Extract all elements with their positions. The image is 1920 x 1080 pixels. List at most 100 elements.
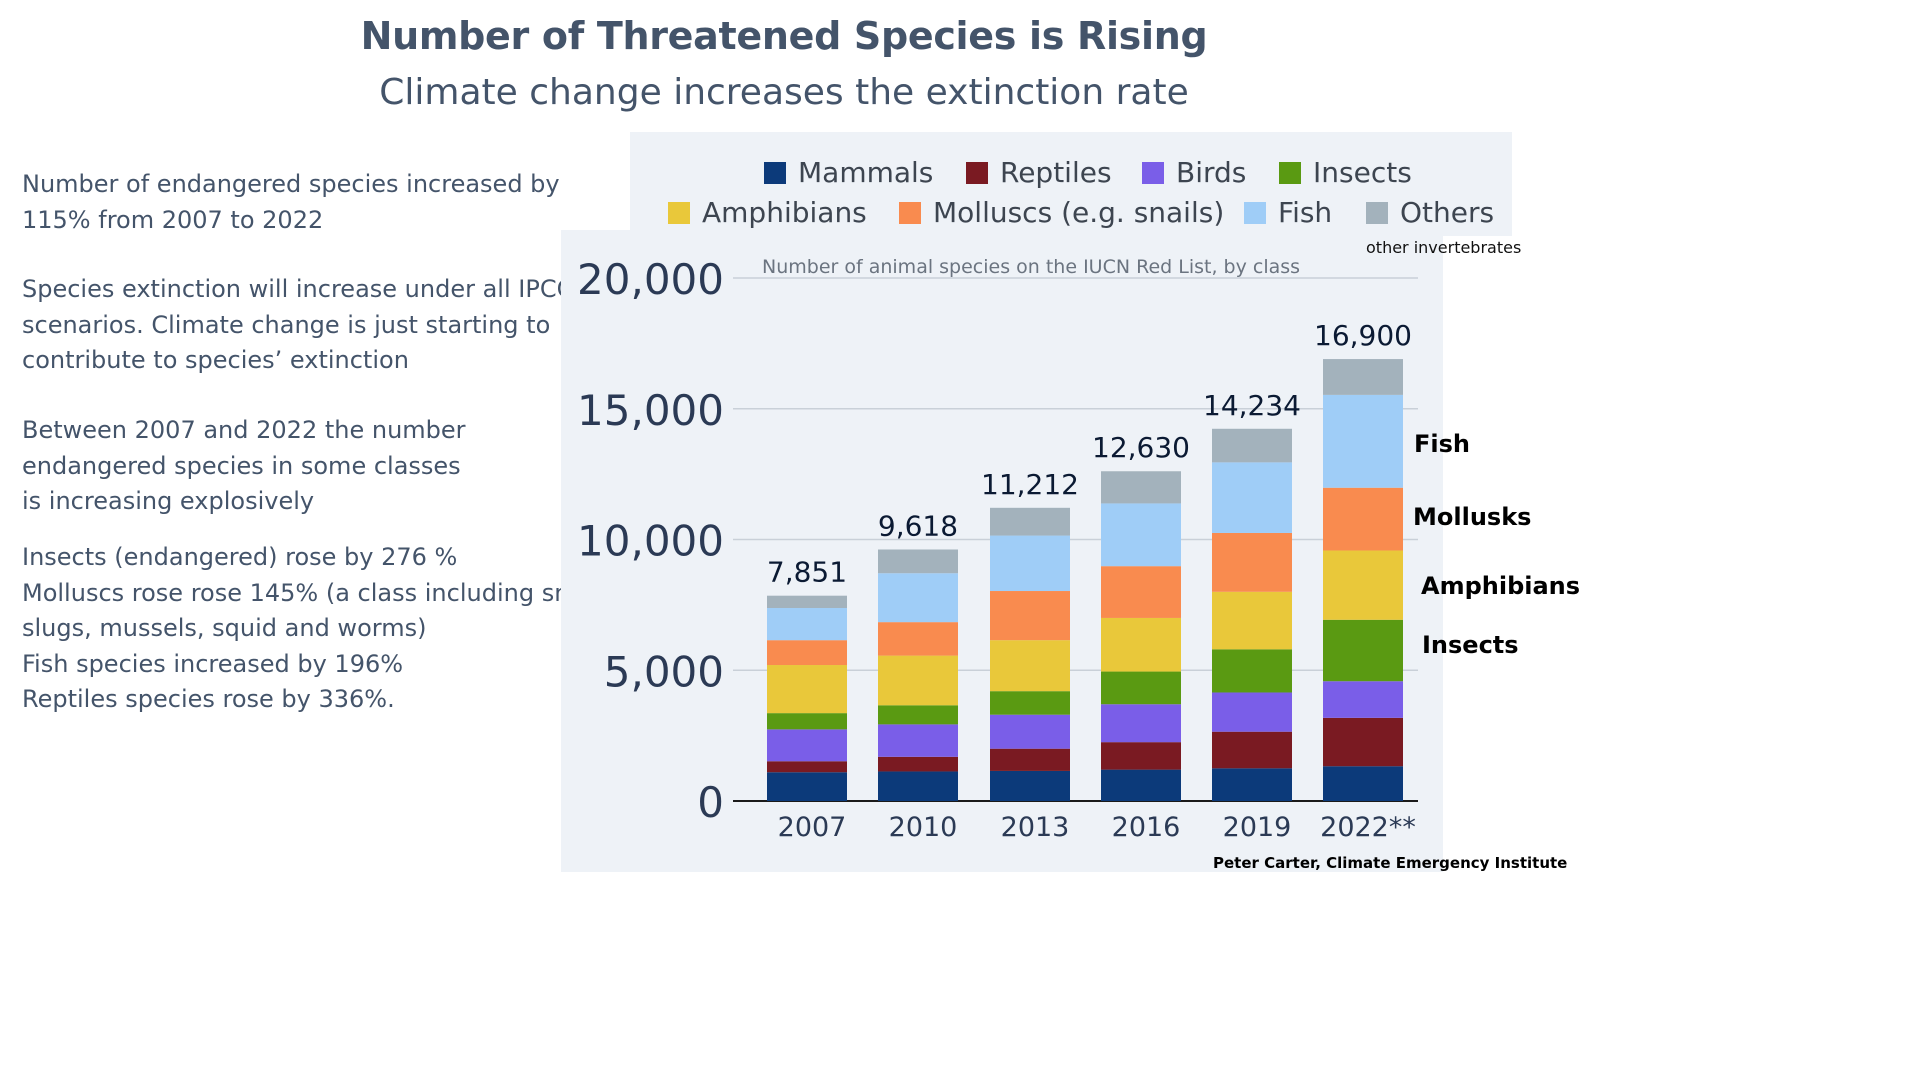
legend-swatch bbox=[1244, 201, 1266, 224]
legend-swatch bbox=[966, 161, 988, 184]
x-tick-label: 2010 bbox=[889, 812, 958, 843]
legend-swatch bbox=[1366, 201, 1388, 224]
bar-segment bbox=[990, 770, 1070, 801]
bar-segment bbox=[1212, 649, 1292, 693]
total-label: 7,851 bbox=[767, 556, 847, 589]
legend-label: Insects bbox=[1313, 156, 1412, 189]
note-line: Molluscs rose rose 145% (a class includi… bbox=[22, 578, 618, 607]
bar-segment bbox=[1101, 503, 1181, 567]
bar-segment bbox=[990, 535, 1070, 592]
bar-segment bbox=[878, 549, 958, 574]
legend-swatch bbox=[764, 161, 786, 184]
legend-swatch bbox=[668, 201, 690, 224]
legend-item-others: Others bbox=[1366, 196, 1494, 229]
page-subtitle: Climate change increases the extinction … bbox=[379, 72, 1189, 113]
bar-segment bbox=[990, 714, 1070, 749]
bar-segment bbox=[1212, 591, 1292, 650]
y-tick-label: 0 bbox=[697, 778, 724, 827]
note-line: Fish species increased by 196% bbox=[22, 649, 404, 678]
bar-segment bbox=[1323, 394, 1403, 488]
bar-segment bbox=[990, 507, 1070, 536]
y-tick-label: 5,000 bbox=[604, 647, 724, 696]
legend-item-insects: Insects bbox=[1279, 156, 1412, 189]
x-tick-label: 2019 bbox=[1223, 812, 1292, 843]
bar-segment bbox=[1212, 768, 1292, 801]
bar-segment bbox=[878, 705, 958, 725]
bar-segment bbox=[1212, 692, 1292, 732]
others-note: other invertebrates bbox=[1366, 238, 1522, 257]
side-label-fish: Fish bbox=[1414, 430, 1470, 458]
note-class-changes: Insects (endangered) rose by 276 % Mollu… bbox=[22, 540, 618, 718]
bar-segment bbox=[767, 665, 847, 714]
note-line: contribute to species’ extinction bbox=[22, 346, 409, 374]
bar-segment bbox=[878, 573, 958, 623]
total-label: 12,630 bbox=[1092, 431, 1190, 464]
note-line: endangered species in some classes bbox=[22, 451, 461, 480]
x-tick-label: 2022** bbox=[1320, 812, 1416, 843]
bar-segment bbox=[767, 608, 847, 641]
bar-segment bbox=[1101, 742, 1181, 770]
bar-segment bbox=[767, 761, 847, 773]
total-label: 14,234 bbox=[1203, 389, 1301, 422]
legend-item-amphibians: Amphibians bbox=[668, 196, 867, 229]
bar-segment bbox=[1101, 566, 1181, 618]
total-label: 11,212 bbox=[981, 468, 1079, 501]
legend-label: Others bbox=[1400, 196, 1495, 229]
bar-segment bbox=[1323, 487, 1403, 551]
bar-segment bbox=[767, 640, 847, 666]
bar-segment bbox=[1212, 462, 1292, 533]
legend-label: Reptiles bbox=[1000, 156, 1112, 189]
note-line: Between 2007 and 2022 the number bbox=[22, 416, 466, 444]
bar-segment bbox=[1323, 717, 1403, 767]
note-line: is increasing explosively bbox=[22, 487, 315, 515]
bar-segment bbox=[1101, 671, 1181, 705]
note-line: slugs, mussels, squid and worms) bbox=[22, 614, 427, 642]
y-tick-label: 10,000 bbox=[577, 517, 724, 566]
bar-segment bbox=[878, 771, 958, 801]
legend-label: Mammals bbox=[798, 156, 934, 189]
bar-segment bbox=[1101, 704, 1181, 743]
note-explosive: Between 2007 and 2022 the number endange… bbox=[22, 413, 466, 520]
bar-segment bbox=[1323, 619, 1403, 682]
legend-item-birds: Birds bbox=[1142, 156, 1246, 189]
note-line: 115% from 2007 to 2022 bbox=[22, 205, 324, 234]
note-ipcc: Species extinction will increase under a… bbox=[22, 272, 573, 379]
bar-segment bbox=[767, 772, 847, 801]
legend-swatch bbox=[1279, 161, 1301, 184]
note-line: scenarios. Climate change is just starti… bbox=[22, 310, 551, 339]
bar-segment bbox=[1212, 731, 1292, 769]
legend-item-reptiles: Reptiles bbox=[966, 156, 1112, 189]
bar-segment bbox=[1212, 532, 1292, 592]
legend-label: Molluscs (e.g. snails) bbox=[933, 196, 1225, 229]
side-label-mollusks: Mollusks bbox=[1413, 503, 1532, 531]
note-line: Insects (endangered) rose by 276 % bbox=[22, 543, 458, 571]
bar-segment bbox=[1323, 359, 1403, 395]
bar-segment bbox=[990, 591, 1070, 641]
bar-segment bbox=[878, 756, 958, 772]
bar-segment bbox=[878, 724, 958, 757]
legend-swatch bbox=[1142, 161, 1164, 184]
bars bbox=[767, 359, 1403, 801]
legend-label: Fish bbox=[1278, 196, 1333, 229]
bar-segment bbox=[767, 713, 847, 730]
legend-item-molluscs: Molluscs (e.g. snails) bbox=[899, 196, 1224, 229]
chart-labels: 0 5,000 10,000 15,000 20,000 Number of animal… bbox=[577, 255, 1416, 843]
total-label: 16,900 bbox=[1314, 319, 1412, 352]
chart-title: Number of animal species on the IUCN Red… bbox=[762, 256, 1300, 278]
y-tick-label: 20,000 bbox=[577, 255, 724, 304]
legend-label: Amphibians bbox=[702, 196, 867, 229]
side-label-insects: Insects bbox=[1422, 631, 1519, 659]
x-tick-label: 2007 bbox=[778, 812, 847, 843]
bar-segment bbox=[990, 691, 1070, 715]
bar-segment bbox=[767, 595, 847, 609]
bar-segment bbox=[1323, 681, 1403, 718]
legend-label: Birds bbox=[1176, 156, 1247, 189]
x-tick-label: 2013 bbox=[1001, 812, 1070, 843]
bar-segment bbox=[878, 655, 958, 706]
note-line: Number of endangered species increased b… bbox=[22, 170, 560, 198]
legend-panel bbox=[630, 132, 1512, 236]
legend-swatch bbox=[899, 201, 921, 224]
bar-segment bbox=[767, 729, 847, 762]
stacked-bar-chart: 0 5,000 10,000 15,000 20,000 Number of animal… bbox=[577, 255, 1418, 843]
bar-segment bbox=[1323, 766, 1403, 801]
